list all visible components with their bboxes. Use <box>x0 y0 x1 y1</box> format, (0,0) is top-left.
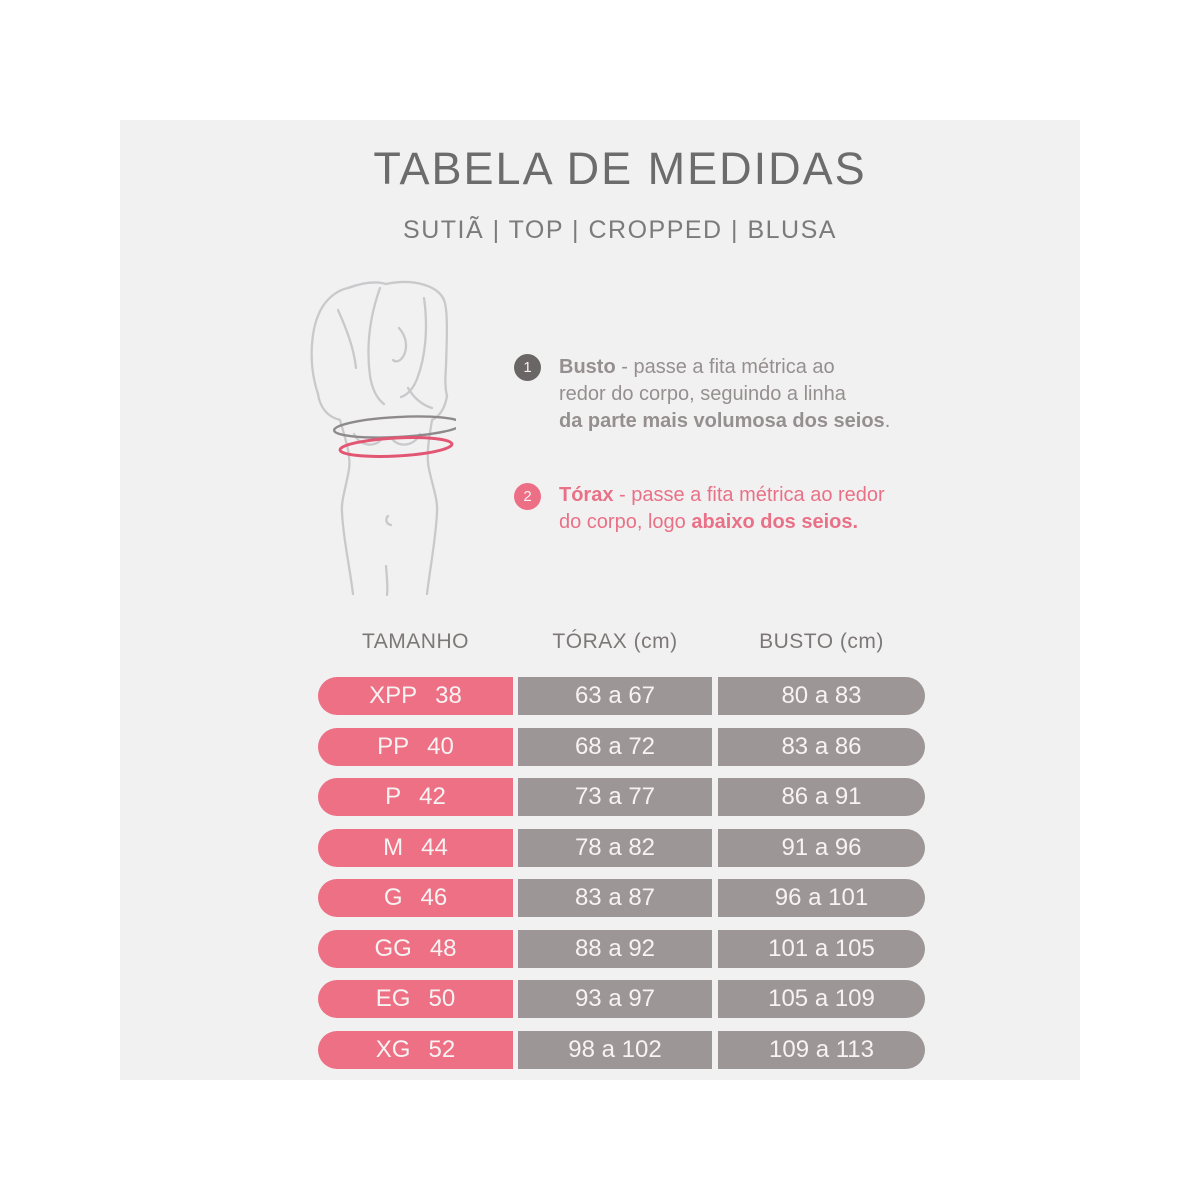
page-subtitle: SUTIÃ | TOP | CROPPED | BLUSA <box>403 216 837 244</box>
size-cell: M 44 <box>318 828 513 867</box>
size-cell: GG 48 <box>318 929 513 968</box>
table-row: XPP 38 63 a 67 80 a 83 <box>318 677 925 715</box>
table-row: XG 52 98 a 102 109 a 113 <box>318 1030 925 1069</box>
torax-cell: 78 a 82 <box>518 828 712 867</box>
table-row: G 46 83 a 87 96 a 101 <box>318 879 925 917</box>
torax-cell: 88 a 92 <box>518 929 712 968</box>
step-1-line-3: da parte mais volumosa dos seios. <box>559 410 891 432</box>
busto-cell: 105 a 109 <box>718 980 925 1018</box>
torax-cell: 83 a 87 <box>518 879 712 917</box>
torax-cell: 73 a 77 <box>518 778 712 816</box>
figure-illustration <box>296 276 464 606</box>
table-row: P 42 73 a 77 86 a 91 <box>318 778 925 816</box>
size-cell: PP 40 <box>318 727 513 766</box>
size-table: XPP 38 63 a 67 80 a 83 PP 40 68 a 72 83 a … <box>318 677 925 1069</box>
header-torax: TÓRAX (cm) <box>552 630 678 653</box>
step-1-text: Busto - passe a fita métrica ao redor do… <box>559 354 890 435</box>
size-cell: XG 52 <box>318 1030 513 1069</box>
torax-cell: 93 a 97 <box>518 980 712 1018</box>
size-cell: G 46 <box>318 879 513 917</box>
torax-cell: 68 a 72 <box>518 727 712 766</box>
table-row: PP 40 68 a 72 83 a 86 <box>318 727 925 766</box>
step-2-line-2: do corpo, logo abaixo dos seios. <box>559 511 859 533</box>
header-tamanho: TAMANHO <box>362 630 469 653</box>
busto-cell: 109 a 113 <box>718 1030 925 1069</box>
busto-cell: 80 a 83 <box>718 677 925 715</box>
torax-measure-ellipse <box>338 436 454 458</box>
table-row: EG 50 93 a 97 105 a 109 <box>318 980 925 1018</box>
torax-cell: 98 a 102 <box>518 1030 712 1069</box>
busto-cell: 86 a 91 <box>718 778 925 816</box>
step-2-text: Tórax - passe a fita métrica ao redor do… <box>559 482 885 536</box>
size-table-header: TAMANHO TÓRAX (cm) BUSTO (cm) <box>318 630 925 654</box>
table-row: GG 48 88 a 92 101 a 105 <box>318 929 925 968</box>
step-2-badge: 2 <box>514 483 541 510</box>
torso-line-art <box>310 280 464 597</box>
table-row: M 44 78 a 82 91 a 96 <box>318 828 925 867</box>
size-cell: P 42 <box>318 778 513 816</box>
busto-measure-ellipse <box>332 415 464 439</box>
busto-cell: 96 a 101 <box>718 879 925 917</box>
torax-cell: 63 a 67 <box>518 677 712 715</box>
step-1-line-2: redor do corpo, seguindo a linha <box>559 383 846 405</box>
page-title: TABELA DE MEDIDAS <box>373 143 867 194</box>
size-cell: XPP 38 <box>318 677 513 715</box>
step-2-line-1: Tórax - passe a fita métrica ao redor <box>559 484 885 506</box>
header-busto: BUSTO (cm) <box>759 630 884 653</box>
background-panel <box>120 120 1080 1080</box>
size-cell: EG 50 <box>318 980 513 1018</box>
step-1-badge: 1 <box>514 354 541 381</box>
step-1-line-1: Busto - passe a fita métrica ao <box>559 356 835 378</box>
busto-cell: 83 a 86 <box>718 727 925 766</box>
busto-cell: 101 a 105 <box>718 929 925 968</box>
busto-cell: 91 a 96 <box>718 828 925 867</box>
